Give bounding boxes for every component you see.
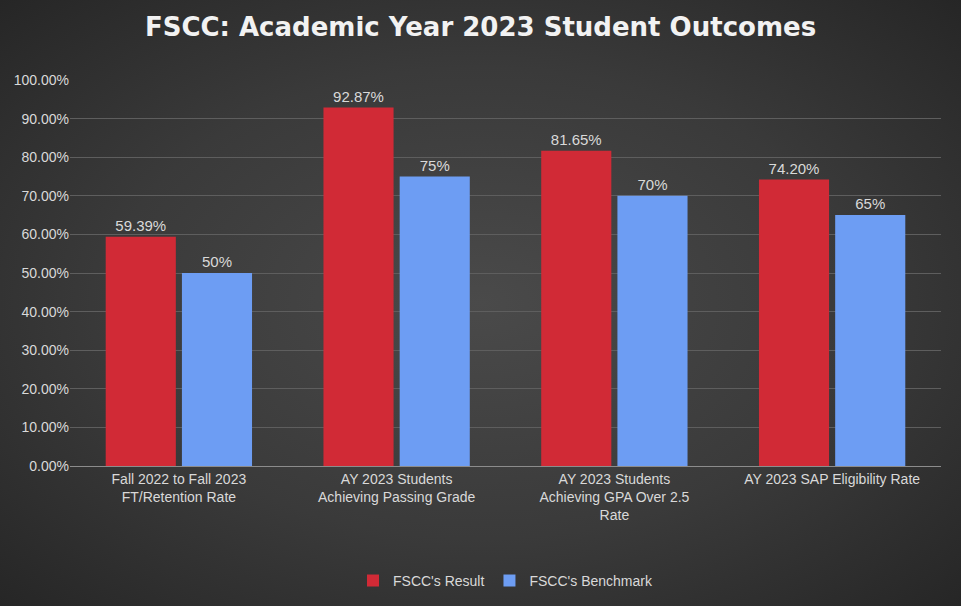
- svg-text:90.00%: 90.00%: [22, 111, 69, 127]
- svg-text:AY 2023 StudentsAchieving Pass: AY 2023 StudentsAchieving Passing Grade: [318, 471, 475, 505]
- svg-text:AY 2023 StudentsAchieving GPA: AY 2023 StudentsAchieving GPA Over 2.5Ra…: [539, 471, 689, 523]
- svg-text:30.00%: 30.00%: [22, 342, 69, 358]
- svg-text:100.00%: 100.00%: [14, 72, 69, 88]
- svg-text:FSCC's Result: FSCC's Result: [393, 573, 484, 589]
- svg-text:AY 2023 SAP Eligibility Rate: AY 2023 SAP Eligibility Rate: [744, 471, 920, 487]
- svg-text:65%: 65%: [855, 195, 885, 212]
- svg-text:FSCC: Academic Year 2023 Stude: FSCC: Academic Year 2023 Student Outcome…: [145, 12, 816, 42]
- svg-text:0.00%: 0.00%: [29, 458, 69, 474]
- svg-text:FSCC's Benchmark: FSCC's Benchmark: [529, 573, 652, 589]
- svg-text:70.00%: 70.00%: [22, 188, 69, 204]
- svg-text:60.00%: 60.00%: [22, 226, 69, 242]
- svg-text:74.20%: 74.20%: [769, 160, 820, 177]
- svg-text:75%: 75%: [420, 157, 450, 174]
- svg-text:92.87%: 92.87%: [333, 88, 384, 105]
- svg-text:20.00%: 20.00%: [22, 381, 69, 397]
- svg-text:50%: 50%: [202, 253, 232, 270]
- svg-text:81.65%: 81.65%: [551, 131, 602, 148]
- svg-text:10.00%: 10.00%: [22, 419, 69, 435]
- svg-text:Fall 2022 to Fall 2023FT/Reten: Fall 2022 to Fall 2023FT/Retention Rate: [112, 471, 247, 505]
- svg-text:70%: 70%: [637, 176, 667, 193]
- svg-text:80.00%: 80.00%: [22, 149, 69, 165]
- svg-text:50.00%: 50.00%: [22, 265, 69, 281]
- svg-text:40.00%: 40.00%: [22, 304, 69, 320]
- svg-text:59.39%: 59.39%: [115, 217, 166, 234]
